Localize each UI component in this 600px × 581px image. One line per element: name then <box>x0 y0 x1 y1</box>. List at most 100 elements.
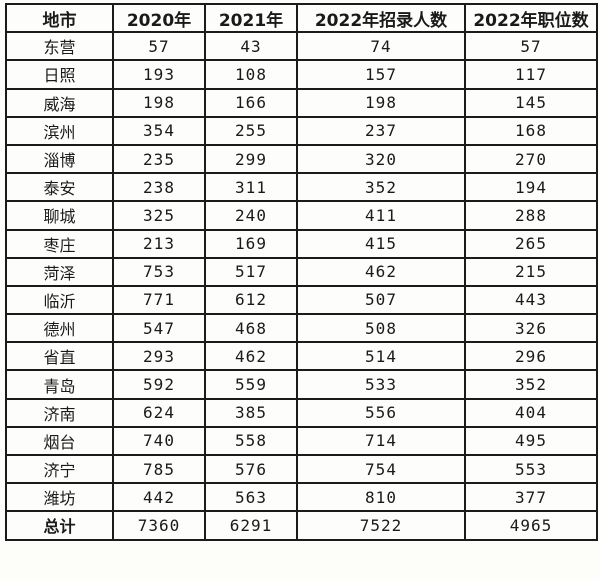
value-cell: 326 <box>464 313 598 344</box>
city-cell: 泰安 <box>5 172 114 203</box>
value-cell: 57 <box>112 31 206 62</box>
value-cell: 612 <box>204 284 298 316</box>
value-cell: 43 <box>204 31 298 62</box>
value-cell: 288 <box>464 200 598 231</box>
table-row: 济宁 785 576 754 553 <box>5 453 598 485</box>
value-cell: 462 <box>296 256 466 287</box>
value-cell: 404 <box>464 397 598 428</box>
table-header: 地市 2020年 2021年 2022年招录人数 2022年职位数 <box>5 2 598 34</box>
table-row: 潍坊 442 563 810 377 <box>5 482 598 513</box>
value-cell: 145 <box>464 87 598 118</box>
value-cell: 547 <box>112 313 206 344</box>
city-cell: 济宁 <box>5 453 114 485</box>
value-cell: 320 <box>296 143 466 175</box>
value-cell: 563 <box>204 482 298 513</box>
value-cell: 299 <box>204 143 298 175</box>
value-cell: 514 <box>296 341 466 372</box>
header-cell: 2021年 <box>204 2 298 34</box>
value-cell: 354 <box>112 115 206 146</box>
recruitment-table: 地市 2020年 2021年 2022年招录人数 2022年职位数 东营 57 43 74 57… <box>5 2 598 541</box>
table-row: 省直 293 462 514 296 <box>5 341 598 372</box>
city-cell: 临沂 <box>5 284 114 316</box>
city-cell: 日照 <box>5 59 114 90</box>
city-cell: 菏泽 <box>5 256 114 287</box>
header-cell: 2022年职位数 <box>464 2 598 34</box>
city-cell: 省直 <box>5 341 114 372</box>
city-cell: 东营 <box>5 31 114 62</box>
table-row: 滨州 354 255 237 168 <box>5 115 598 146</box>
value-cell: 215 <box>464 256 598 287</box>
value-cell: 377 <box>464 482 598 513</box>
table-row: 枣庄 213 169 415 265 <box>5 228 598 259</box>
value-cell: 293 <box>112 341 206 372</box>
value-cell: 240 <box>204 200 298 231</box>
value-cell: 443 <box>464 284 598 316</box>
value-cell: 495 <box>464 425 598 457</box>
value-cell: 311 <box>204 172 298 203</box>
header-cell: 2022年招录人数 <box>296 2 466 34</box>
table-row: 日照 193 108 157 117 <box>5 59 598 90</box>
value-cell: 576 <box>204 453 298 485</box>
value-cell: 624 <box>112 397 206 428</box>
value-cell: 553 <box>464 453 598 485</box>
value-cell: 235 <box>112 143 206 175</box>
table-row: 泰安 238 311 352 194 <box>5 172 598 203</box>
value-cell: 157 <box>296 59 466 90</box>
table-row: 菏泽 753 517 462 215 <box>5 256 598 287</box>
value-cell: 556 <box>296 397 466 428</box>
recruitment-table-container: 地市 2020年 2021年 2022年招录人数 2022年职位数 东营 57 43 74 57… <box>5 2 598 541</box>
value-cell: 558 <box>204 425 298 457</box>
city-cell: 德州 <box>5 313 114 344</box>
value-cell: 352 <box>296 172 466 203</box>
header-cell: 地市 <box>5 2 114 34</box>
table-row: 威海 198 166 198 145 <box>5 87 598 118</box>
value-cell: 237 <box>296 115 466 146</box>
value-cell: 198 <box>296 87 466 118</box>
header-cell: 2020年 <box>112 2 206 34</box>
value-cell: 325 <box>112 200 206 231</box>
city-cell: 烟台 <box>5 425 114 457</box>
table-row: 德州 547 468 508 326 <box>5 313 598 344</box>
header-row: 地市 2020年 2021年 2022年招录人数 2022年职位数 <box>5 2 598 34</box>
value-cell: 533 <box>296 369 466 400</box>
table-body: 东营 57 43 74 57 日照 193 108 157 117 威海 198 166 198 145 滨州… <box>5 31 598 541</box>
city-cell: 淄博 <box>5 143 114 175</box>
value-cell: 352 <box>464 369 598 400</box>
value-cell: 4965 <box>464 510 598 541</box>
city-cell: 潍坊 <box>5 482 114 513</box>
value-cell: 213 <box>112 228 206 259</box>
value-cell: 238 <box>112 172 206 203</box>
value-cell: 714 <box>296 425 466 457</box>
table-row: 青岛 592 559 533 352 <box>5 369 598 400</box>
city-cell: 威海 <box>5 87 114 118</box>
value-cell: 442 <box>112 482 206 513</box>
value-cell: 559 <box>204 369 298 400</box>
table-row: 济南 624 385 556 404 <box>5 397 598 428</box>
city-cell: 聊城 <box>5 200 114 231</box>
value-cell: 462 <box>204 341 298 372</box>
value-cell: 508 <box>296 313 466 344</box>
value-cell: 296 <box>464 341 598 372</box>
value-cell: 117 <box>464 59 598 90</box>
table-row: 聊城 325 240 411 288 <box>5 200 598 231</box>
value-cell: 193 <box>112 59 206 90</box>
city-cell: 枣庄 <box>5 228 114 259</box>
value-cell: 265 <box>464 228 598 259</box>
value-cell: 771 <box>112 284 206 316</box>
value-cell: 7522 <box>296 510 466 541</box>
value-cell: 468 <box>204 313 298 344</box>
value-cell: 57 <box>464 31 598 62</box>
city-cell: 滨州 <box>5 115 114 146</box>
city-cell: 济南 <box>5 397 114 428</box>
value-cell: 810 <box>296 482 466 513</box>
value-cell: 7360 <box>112 510 206 541</box>
value-cell: 255 <box>204 115 298 146</box>
value-cell: 169 <box>204 228 298 259</box>
value-cell: 415 <box>296 228 466 259</box>
value-cell: 785 <box>112 453 206 485</box>
value-cell: 740 <box>112 425 206 457</box>
table-row: 淄博 235 299 320 270 <box>5 143 598 175</box>
value-cell: 6291 <box>204 510 298 541</box>
table-row: 临沂 771 612 507 443 <box>5 284 598 316</box>
table-row: 东营 57 43 74 57 <box>5 31 598 62</box>
